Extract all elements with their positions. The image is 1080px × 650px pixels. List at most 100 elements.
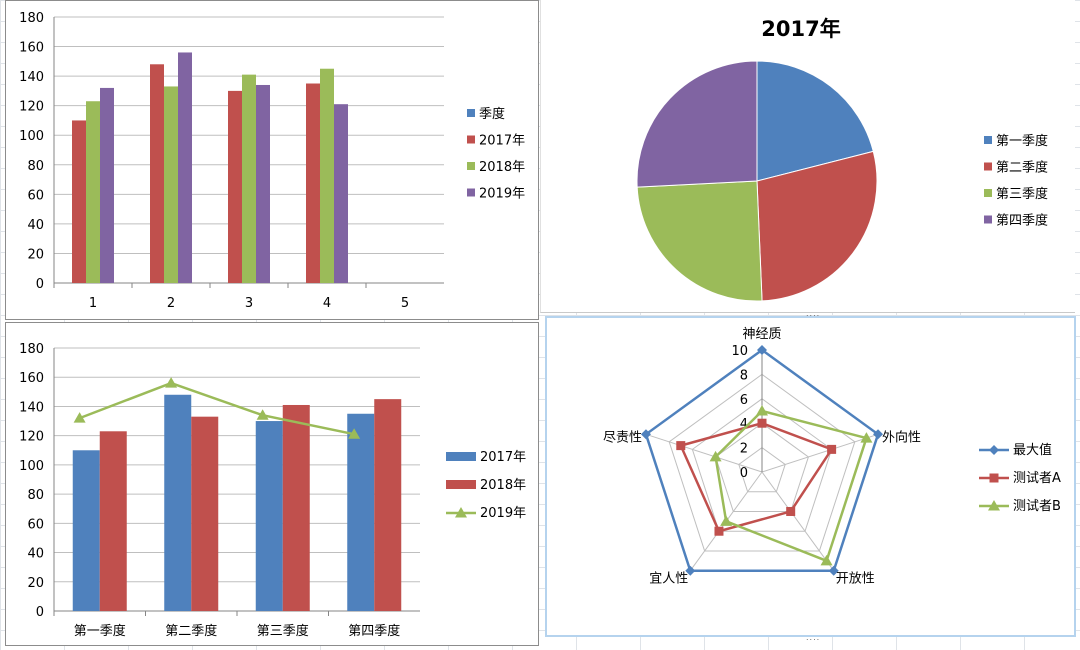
radar-spoke (761, 471, 835, 571)
legend-swatch (984, 189, 992, 197)
y-tick-label: 60 (27, 188, 44, 203)
radar-axis-label: 神经质 (742, 327, 781, 342)
legend-label: 最大值 (1013, 442, 1052, 458)
r-tick-label: 2 (740, 442, 748, 457)
y-tick-label: 20 (27, 576, 44, 591)
bar (334, 104, 348, 283)
legend-marker (455, 507, 467, 518)
legend-swatch (467, 135, 475, 144)
bar (228, 90, 242, 283)
bar (100, 87, 114, 283)
y-tick-label: 40 (27, 547, 44, 562)
radar-spoke (645, 433, 763, 473)
radar-series-line (644, 348, 880, 572)
radar-grid-ring (715, 422, 809, 512)
bar (150, 64, 164, 284)
x-tick-label: 1 (89, 296, 97, 311)
bar (164, 394, 192, 611)
pie-slice (756, 60, 874, 182)
legend-swatch (446, 452, 476, 461)
bar (242, 74, 256, 283)
r-tick-label: 6 (740, 393, 748, 408)
y-tick-label: 160 (19, 371, 44, 386)
r-tick-label: 0 (740, 466, 748, 481)
y-tick-label: 140 (19, 70, 44, 85)
legend-label: 2018年 (480, 478, 526, 493)
legend-label: 第四季度 (996, 213, 1048, 229)
r-tick-label: 10 (731, 344, 748, 359)
legend-label: 季度 (479, 106, 505, 122)
y-tick-label: 140 (19, 400, 44, 415)
y-tick-label: 120 (19, 100, 44, 115)
bar (178, 52, 192, 283)
legend-label: 测试者A (1013, 471, 1061, 486)
legend-label: 第二季度 (996, 160, 1048, 176)
y-tick-label: 100 (19, 459, 44, 474)
y-tick-label: 0 (36, 277, 44, 292)
chart-a-canvas: 0 20 40 60 80 100 120 140 160 180 1 2 3 4 5 季度 2017年 2018… (19, 11, 525, 311)
bar (72, 120, 86, 283)
y-tick-label: 180 (19, 342, 44, 357)
radar-grid-ring (738, 446, 786, 493)
radar-spoke (761, 433, 879, 473)
radar-point (757, 345, 767, 355)
chart-resize-handle-bottom[interactable]: .... (806, 633, 821, 642)
y-tick-label: 80 (27, 159, 44, 174)
x-tick-label: 2 (167, 296, 175, 311)
legend-label: 2018年 (479, 160, 525, 175)
legend-marker (989, 445, 999, 455)
bar (164, 86, 178, 283)
y-tick-label: 0 (36, 605, 44, 620)
pie-slice (636, 180, 763, 302)
radar-point (720, 515, 733, 526)
chart-2017-pie[interactable]: 2017年 第一季度 第二季度 第三季度 第四季度 (540, 0, 1075, 313)
radar-point (786, 506, 796, 516)
radar-axis-label: 外向性 (882, 429, 921, 445)
radar-point (676, 441, 686, 451)
chart-quarterly-bars-line[interactable]: 0 20 40 60 80 100 120 140 160 180 第一季度 第二季度 第三季度 第四季度… (5, 322, 539, 646)
y-tick-label: 180 (19, 11, 44, 26)
chart-resize-handle-top[interactable]: .... (806, 309, 821, 318)
radar-axis-label: 宜人性 (649, 572, 688, 587)
bar (99, 431, 127, 611)
y-tick-label: 40 (27, 218, 44, 233)
x-tick-label: 4 (323, 296, 331, 311)
radar-point (640, 429, 651, 440)
legend-swatch (467, 109, 475, 117)
radar-axis-label: 开放性 (836, 572, 875, 587)
bar (306, 83, 320, 283)
radar-point (709, 450, 722, 462)
legend-label: 2019年 (479, 187, 525, 202)
bar (72, 450, 100, 611)
x-tick-label: 第三季度 (257, 623, 309, 639)
chart-quarterly-bars-by-index[interactable]: 0 20 40 60 80 100 120 140 160 180 1 2 3 4 5 季度 2017年 2018… (5, 0, 539, 320)
radar-point (860, 432, 873, 443)
chart-title: 2017年 (761, 17, 840, 41)
x-tick-label: 第四季度 (348, 623, 400, 639)
chart-personality-radar[interactable]: 0 2 4 6 8 10 神经质 外向性 开放性 宜人性 尽责性 最大值 测试者A 测试者B (545, 316, 1076, 637)
r-tick-label: 8 (740, 368, 748, 383)
r-tick-label: 4 (740, 417, 748, 432)
line-point (256, 409, 269, 420)
y-tick-label: 120 (19, 430, 44, 445)
legend-swatch (984, 162, 992, 171)
y-tick-label: 60 (27, 517, 44, 532)
legend-marker (988, 500, 1000, 511)
radar-point (827, 444, 837, 454)
line-point (73, 412, 86, 423)
radar-grid-ring (691, 398, 833, 532)
bar (255, 421, 283, 611)
legend-label: 2019年 (480, 506, 526, 521)
series-line (79, 381, 355, 436)
y-tick-label: 160 (19, 41, 44, 56)
pie-slice (756, 150, 878, 302)
x-tick-label: 3 (245, 296, 253, 311)
radar-point (820, 554, 833, 566)
legend-marker (989, 473, 999, 483)
radar-series-line (714, 409, 869, 563)
y-tick-label: 20 (27, 247, 44, 262)
y-tick-label: 100 (19, 129, 44, 144)
legend-swatch (467, 162, 475, 170)
